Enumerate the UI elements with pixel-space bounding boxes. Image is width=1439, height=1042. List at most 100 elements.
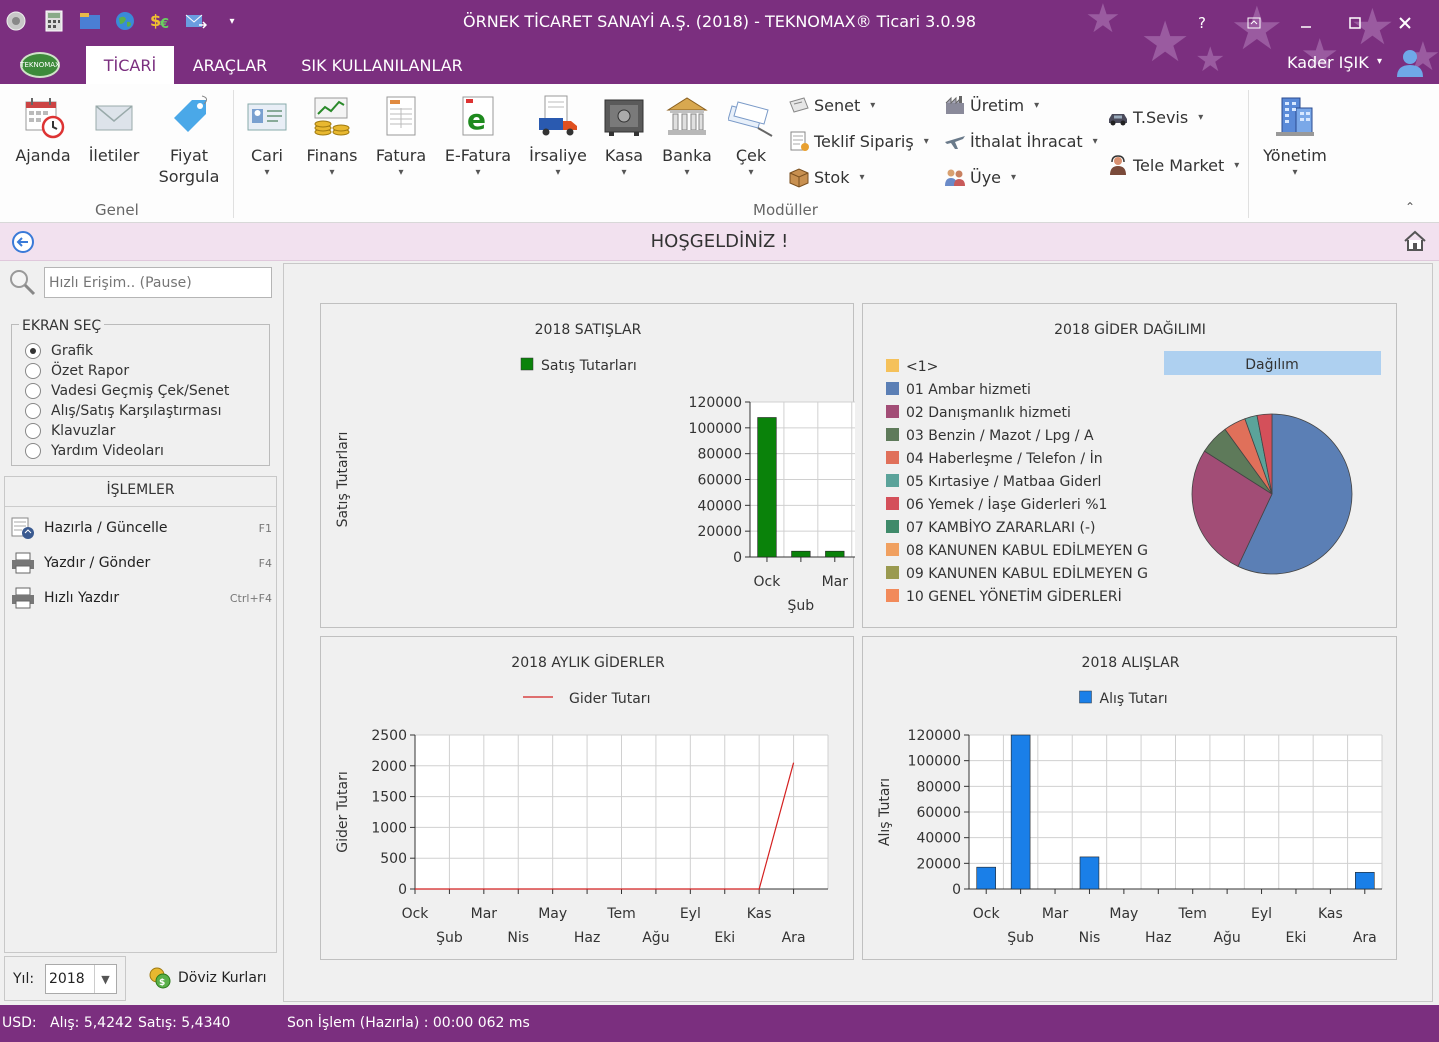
t-sevis-button[interactable]: T.Sevis ▾	[1107, 106, 1203, 128]
x-tick-label: Ara	[1353, 930, 1377, 946]
iletiler-button[interactable]: İletiler	[86, 94, 142, 165]
senet-dropdown-icon[interactable]: ▾	[870, 99, 876, 111]
kasa-button[interactable]: Kasa ▾	[600, 94, 648, 178]
irsaliye-button[interactable]: İrsaliye ▾	[528, 94, 588, 178]
uye-button[interactable]: Üye ▾	[944, 166, 1016, 188]
quick-print-button[interactable]: Hızlı Yazdır Ctrl+F4	[10, 584, 272, 612]
quick-access-input[interactable]	[44, 267, 272, 298]
tele-market-button[interactable]: Tele Market ▾	[1107, 154, 1239, 176]
back-arrow-icon[interactable]	[11, 230, 35, 258]
uretim-button[interactable]: Üretim ▾	[944, 94, 1039, 116]
radio-button[interactable]	[25, 363, 41, 379]
op-label: Yazdır / Gönder	[44, 555, 151, 571]
legend-swatch	[886, 474, 899, 487]
currency-icon[interactable]: $ €	[148, 9, 172, 33]
close-icon[interactable]	[1391, 10, 1419, 36]
fatura-dropdown-icon[interactable]: ▾	[398, 167, 404, 178]
radio-label: Özet Rapor	[51, 363, 130, 379]
tele-market-dropdown-icon[interactable]: ▾	[1234, 159, 1240, 171]
user-menu-chevron-icon[interactable]: ▾	[1377, 56, 1383, 67]
t-sevis-dropdown-icon[interactable]: ▾	[1198, 111, 1204, 123]
mail-send-icon[interactable]	[184, 9, 208, 33]
sorgula-label: Sorgula	[158, 167, 220, 186]
decor-star-icon: ★	[1140, 10, 1191, 75]
teklif-siparis-dropdown-icon[interactable]: ▾	[923, 135, 929, 147]
uretim-label: Üretim	[970, 95, 1025, 115]
globe-icon[interactable]	[113, 9, 137, 33]
kasa-dropdown-icon[interactable]: ▾	[621, 167, 627, 178]
help-button[interactable]: ?	[1198, 14, 1206, 32]
radio-button[interactable]	[25, 403, 41, 419]
user-name[interactable]: Kader IŞIK	[1287, 53, 1369, 72]
senet-button[interactable]: Senet ▾	[788, 94, 875, 116]
expense-distribution-chart: 2018 GİDER DAĞILIMI <1> 01 Ambar hizmeti 02…	[886, 320, 1381, 605]
customize-toolbar-icon[interactable]: ▾	[229, 15, 235, 27]
uye-label: Üye	[970, 167, 1002, 187]
radio-yardim-videolari[interactable]: Yardım Videoları	[25, 443, 164, 459]
ribbon: Ajanda İletiler Fiyat Sorgula Genel Cari…	[0, 84, 1439, 223]
finans-dropdown-icon[interactable]: ▾	[329, 167, 335, 178]
radio-button[interactable]	[25, 343, 41, 359]
print-send-button[interactable]: Yazdır / Gönder F4	[10, 549, 272, 577]
tab-sik-kullanilanlar[interactable]: SIK KULLANILANLAR	[301, 55, 463, 75]
ajanda-button[interactable]: Ajanda	[12, 94, 74, 165]
folders-icon[interactable]	[78, 9, 102, 33]
radio-alis-satis[interactable]: Alış/Satış Karşılaştırması	[25, 403, 221, 419]
tab-ticari[interactable]: TİCARİ	[86, 46, 174, 84]
calculator-icon[interactable]	[42, 9, 66, 33]
teklif-siparis-label: Teklif Sipariş	[814, 131, 914, 151]
invoice-icon	[386, 96, 416, 136]
fiyat-label: Fiyat	[169, 146, 209, 165]
tab-araclar[interactable]: ARAÇLAR	[192, 55, 268, 75]
cari-button[interactable]: Cari ▾	[242, 94, 292, 178]
x-tick-label: Ağu	[1213, 930, 1240, 946]
radio-button[interactable]	[25, 443, 41, 459]
kasa-label: Kasa	[604, 146, 644, 165]
radio-button[interactable]	[25, 423, 41, 439]
telemarket-icon	[1110, 155, 1126, 175]
group-label-moduller: Modüller	[753, 201, 818, 219]
e-fatura-button[interactable]: e E-Fatura ▾	[444, 94, 512, 178]
collapse-ribbon-icon[interactable]: ⌃	[1405, 200, 1416, 214]
fx-rates-button[interactable]: $ Döviz Kurları	[148, 966, 267, 990]
ithalat-ihracat-dropdown-icon[interactable]: ▾	[1092, 135, 1098, 147]
fiyat-sorgula-button[interactable]: Fiyat Sorgula	[154, 94, 224, 186]
radio-button[interactable]	[25, 383, 41, 399]
bar-Nis	[1079, 856, 1100, 890]
yonetim-dropdown-icon[interactable]: ▾	[1292, 167, 1298, 178]
status-sell-rate: Satış: 5,4340	[138, 1015, 231, 1031]
radio-vadesi-gecmis[interactable]: Vadesi Geçmiş Çek/Senet	[25, 383, 229, 399]
stok-dropdown-icon[interactable]: ▾	[859, 171, 865, 183]
fatura-button[interactable]: Fatura ▾	[372, 94, 430, 178]
pie-header-label: Dağılım	[1245, 357, 1299, 373]
uye-dropdown-icon[interactable]: ▾	[1011, 171, 1017, 183]
yonetim-button[interactable]: Yönetim ▾	[1260, 94, 1330, 178]
minimize-icon[interactable]	[1292, 10, 1320, 36]
maximize-icon[interactable]	[1341, 10, 1369, 36]
ithalat-ihracat-button[interactable]: İthalat İhracat ▾	[944, 130, 1098, 152]
cari-dropdown-icon[interactable]: ▾	[264, 167, 270, 178]
year-select[interactable]: 2018 ▼	[45, 964, 117, 994]
cek-button[interactable]: Çek ▾	[726, 94, 776, 178]
user-avatar-icon[interactable]	[1394, 46, 1426, 78]
restore-layout-icon[interactable]	[1240, 10, 1268, 36]
year-box: Yıl: 2018 ▼	[4, 956, 126, 1001]
prepare-update-button[interactable]: Hazırla / Güncelle F1	[10, 514, 272, 542]
stok-button[interactable]: Stok ▾	[788, 166, 865, 188]
banka-button[interactable]: Banka ▾	[660, 94, 714, 178]
finans-button[interactable]: Finans ▾	[304, 94, 360, 178]
app-menu-icon[interactable]	[4, 9, 28, 33]
banka-dropdown-icon[interactable]: ▾	[684, 167, 690, 178]
e-fatura-dropdown-icon[interactable]: ▾	[475, 167, 481, 178]
uretim-dropdown-icon[interactable]: ▾	[1034, 99, 1040, 111]
cek-dropdown-icon[interactable]: ▾	[748, 167, 754, 178]
radio-ozet-rapor[interactable]: Özet Rapor	[25, 363, 129, 379]
irsaliye-dropdown-icon[interactable]: ▾	[555, 167, 561, 178]
legend-swatch	[520, 357, 534, 371]
chevron-down-icon[interactable]: ▼	[94, 965, 116, 993]
radio-klavuzlar[interactable]: Klavuzlar	[25, 423, 115, 439]
teklif-siparis-button[interactable]: Teklif Sipariş ▾	[788, 130, 929, 152]
legend-swatch	[886, 405, 899, 418]
radio-grafik[interactable]: Grafik	[25, 343, 93, 359]
home-icon[interactable]	[1403, 230, 1427, 256]
